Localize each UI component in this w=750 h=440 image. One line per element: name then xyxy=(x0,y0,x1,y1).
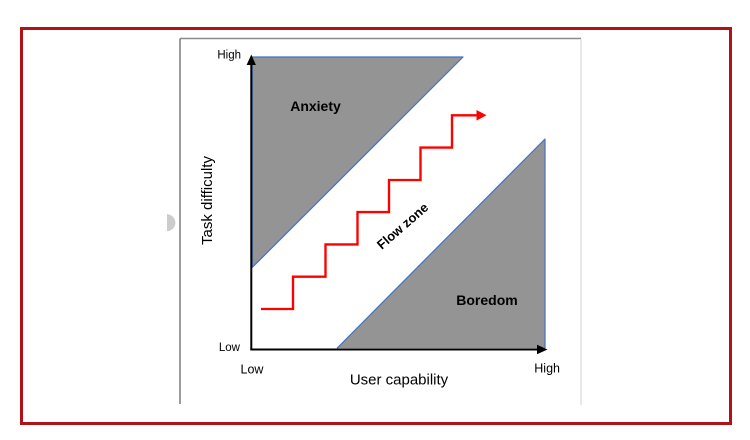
svg-text:Boredom: Boredom xyxy=(456,292,517,308)
svg-text:Task difficulty: Task difficulty xyxy=(199,156,216,245)
svg-text:Flow zone: Flow zone xyxy=(374,200,431,253)
svg-text:User capability: User capability xyxy=(350,371,449,388)
svg-text:Low: Low xyxy=(241,363,265,377)
svg-text:High: High xyxy=(534,361,560,375)
svg-text:Anxiety: Anxiety xyxy=(290,98,341,114)
svg-text:High: High xyxy=(217,50,241,62)
svg-text:Low: Low xyxy=(219,342,241,354)
